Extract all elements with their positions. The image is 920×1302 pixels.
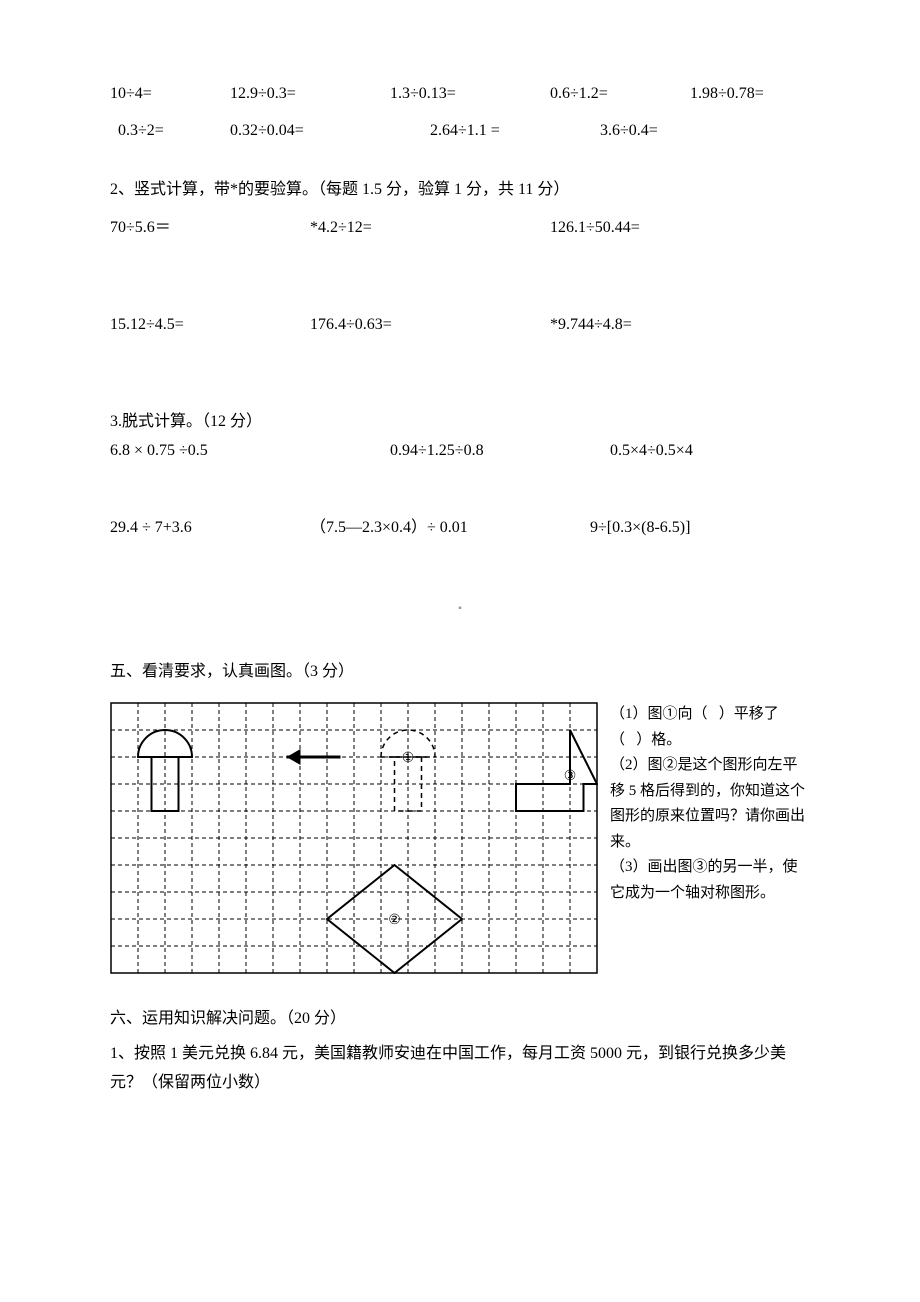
svg-text:①: ① — [402, 751, 415, 766]
note-1: （1）图①向（ ）平移了（ ）格。 — [610, 702, 810, 753]
grid-svg-wrap: ① ③ ② — [110, 702, 598, 985]
expr: 10÷4= — [110, 80, 230, 109]
p3-title: 3.脱式计算。（12 分） — [110, 408, 810, 437]
section6-title: 六、运用知识解决问题。（20 分） — [110, 1005, 810, 1034]
expr: （7.5—2.3×0.4）÷ 0.01 — [310, 514, 590, 543]
note-text: ）格。 — [636, 732, 681, 748]
mental-math-row-2: 0.3÷2= 0.32÷0.04= 2.64÷1.1 = 3.6÷0.4= — [110, 117, 810, 146]
grid-diagram-container: ① ③ ② （1）图①向（ ）平移了（ ）格。 （2）图②是这个图形向左平移 5 格… — [110, 702, 810, 985]
q6-1: 1、按照 1 美元兑换 6.84 元，美国籍教师安迪在中国工作，每月工资 500… — [110, 1040, 810, 1098]
expr: 70÷5.6＝ — [110, 214, 310, 243]
p3-row1: 6.8 × 0.75 ÷0.5 0.94÷1.25÷0.8 0.5×4÷0.5×… — [110, 437, 810, 466]
expr: 0.94÷1.25÷0.8 — [390, 437, 610, 466]
section5-title: 五、看清要求，认真画图。（3 分） — [110, 658, 810, 687]
divider-dot: ▪ — [110, 600, 810, 618]
expr: 0.6÷1.2= — [550, 80, 690, 109]
expr: 9÷[0.3×(8-6.5)] — [590, 514, 810, 543]
expr: 2.64÷1.1 = — [430, 117, 600, 146]
note-2: （2）图②是这个图形向左平移 5 格后得到的，你知道这个图形的原来位置吗？请你画… — [610, 753, 810, 855]
svg-text:③: ③ — [564, 769, 577, 784]
expr: 1.3÷0.13= — [390, 80, 550, 109]
p3-row2: 29.4 ÷ 7+3.6 （7.5—2.3×0.4）÷ 0.01 9÷[0.3×… — [110, 514, 810, 543]
expr: 6.8 × 0.75 ÷0.5 — [110, 437, 390, 466]
expr: *9.744÷4.8= — [550, 311, 632, 340]
expr: *4.2÷12= — [310, 214, 550, 243]
note-text: （1）图①向（ — [610, 706, 708, 722]
mental-math-row-1: 10÷4= 12.9÷0.3= 1.3÷0.13= 0.6÷1.2= 1.98÷… — [110, 80, 810, 109]
expr: 1.98÷0.78= — [690, 80, 764, 109]
svg-text:②: ② — [388, 913, 401, 928]
grid-svg: ① ③ ② — [110, 702, 598, 974]
expr: 0.5×4÷0.5×4 — [610, 437, 810, 466]
expr: 0.3÷2= — [118, 117, 230, 146]
expr: 29.4 ÷ 7+3.6 — [110, 514, 310, 543]
grid-notes: （1）图①向（ ）平移了（ ）格。 （2）图②是这个图形向左平移 5 格后得到的… — [598, 702, 810, 906]
expr: 176.4÷0.63= — [310, 311, 550, 340]
expr: 126.1÷50.44= — [550, 214, 640, 243]
expr: 0.32÷0.04= — [230, 117, 430, 146]
p2-title: 2、竖式计算，带*的要验算。（每题 1.5 分，验算 1 分，共 11 分） — [110, 176, 810, 205]
expr: 12.9÷0.3= — [230, 80, 390, 109]
note-3: （3）画出图③的另一半，使它成为一个轴对称图形。 — [610, 855, 810, 906]
p2-row1: 70÷5.6＝ *4.2÷12= 126.1÷50.44= — [110, 214, 810, 243]
p2-row2: 15.12÷4.5= 176.4÷0.63= *9.744÷4.8= — [110, 311, 810, 340]
expr: 15.12÷4.5= — [110, 311, 310, 340]
expr: 3.6÷0.4= — [600, 117, 658, 146]
